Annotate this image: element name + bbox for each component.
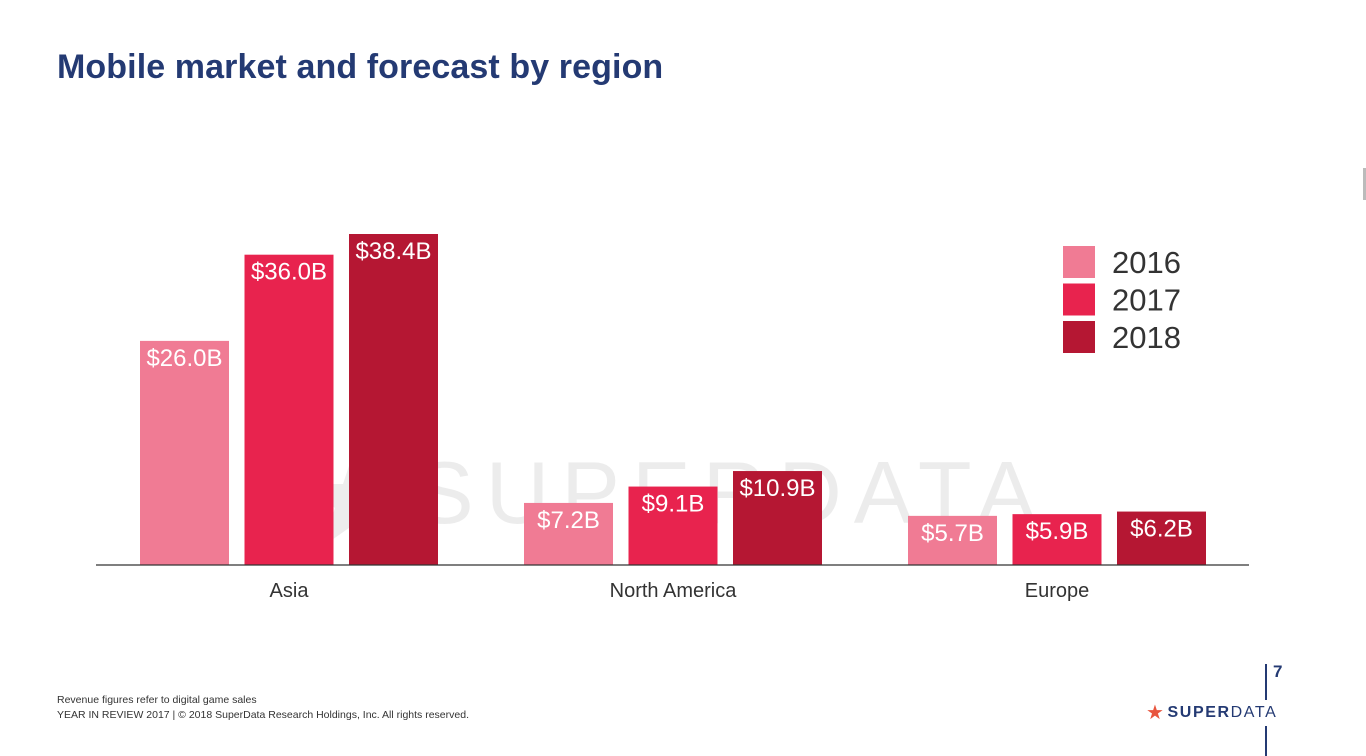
bar-europe-2017 xyxy=(1012,514,1102,565)
legend-swatch-2016 xyxy=(1063,246,1095,278)
bar-chart: SUPERDATA $26.0B$36.0B$38.4B$7.2B$9.1B$1… xyxy=(96,234,1249,602)
legend-label-2017: 2017 xyxy=(1112,283,1181,318)
scrollbar-thumb[interactable] xyxy=(1363,168,1366,200)
legend-swatch-2018 xyxy=(1063,321,1095,353)
legend-label-2016: 2016 xyxy=(1112,245,1181,280)
bar-north-america-2018 xyxy=(733,471,822,565)
category-label: Asia xyxy=(270,580,310,602)
category-labels: Asia North America Europe xyxy=(270,580,1090,602)
legend-label-2018: 2018 xyxy=(1112,320,1181,355)
star-icon: ★ xyxy=(1146,702,1166,724)
bar-europe-2016 xyxy=(908,515,997,565)
bar-value-label: $7.2B xyxy=(537,507,600,534)
footnote-copyright: YEAR IN REVIEW 2017 | © 2018 SuperData R… xyxy=(57,709,469,721)
page-title: Mobile market and forecast by region xyxy=(57,48,664,86)
brand-logo: ★ SUPER DATA xyxy=(1146,700,1277,725)
bar-asia-2017 xyxy=(244,254,334,565)
bar-value-label: $38.4B xyxy=(355,238,431,265)
bar-north-america-2016 xyxy=(524,502,613,565)
footnote: Revenue figures refer to digital game sa… xyxy=(57,693,469,723)
page-number: 7 xyxy=(1273,662,1283,681)
bar-value-label: $9.1B xyxy=(642,491,705,518)
bar-value-label: $5.7B xyxy=(921,520,984,547)
bar-value-label: $5.9B xyxy=(1026,518,1089,545)
bar-europe-2018 xyxy=(1117,511,1206,565)
bars: $26.0B $36.0B $38.4B $7.2B $9.1B $10.9B $5.7B $… xyxy=(140,234,1206,565)
category-label: Europe xyxy=(1025,580,1090,602)
category-label: North America xyxy=(610,580,738,602)
bar-value-label: $10.9B xyxy=(739,475,815,502)
page-divider-bottom xyxy=(1265,726,1267,756)
footnote-note: Revenue figures refer to digital game sa… xyxy=(57,694,257,706)
bar-asia-2016 xyxy=(140,340,229,565)
bar-value-label: $6.2B xyxy=(1130,516,1193,543)
brand-name-light: DATA xyxy=(1230,703,1278,721)
page-divider xyxy=(1265,664,1267,700)
bar-value-label: $26.0B xyxy=(146,345,222,372)
bar-value-label: $36.0B xyxy=(251,259,327,286)
legend-swatch-2017 xyxy=(1063,283,1095,316)
bar-north-america-2017 xyxy=(628,486,718,565)
bar-asia-2018 xyxy=(349,234,438,565)
brand-name-strong: SUPER xyxy=(1167,703,1231,721)
